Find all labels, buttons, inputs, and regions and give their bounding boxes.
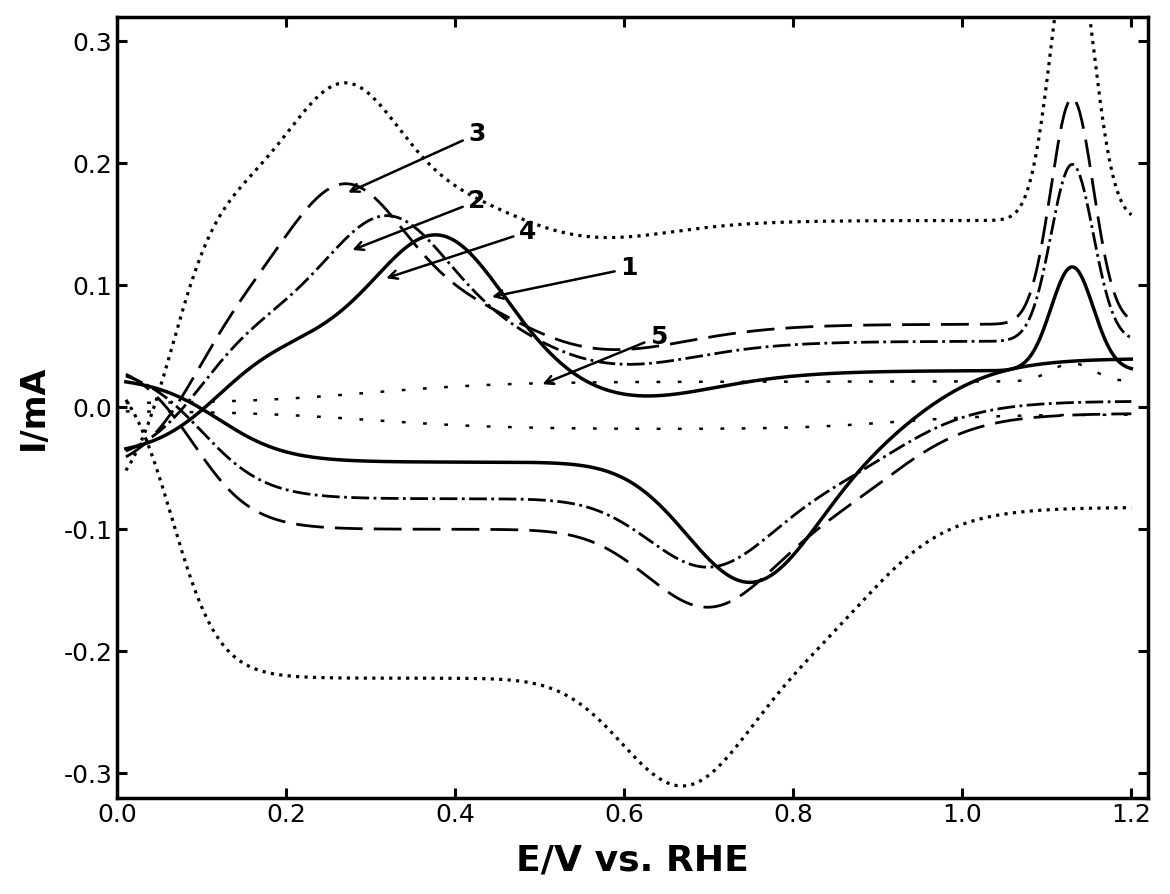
Text: 2: 2 [355,190,486,249]
Text: 5: 5 [545,325,667,384]
Text: 3: 3 [351,122,486,191]
Y-axis label: I/mA: I/mA [16,365,49,450]
Text: 4: 4 [388,220,536,279]
Text: 1: 1 [495,257,638,299]
X-axis label: E/V vs. RHE: E/V vs. RHE [516,843,749,877]
